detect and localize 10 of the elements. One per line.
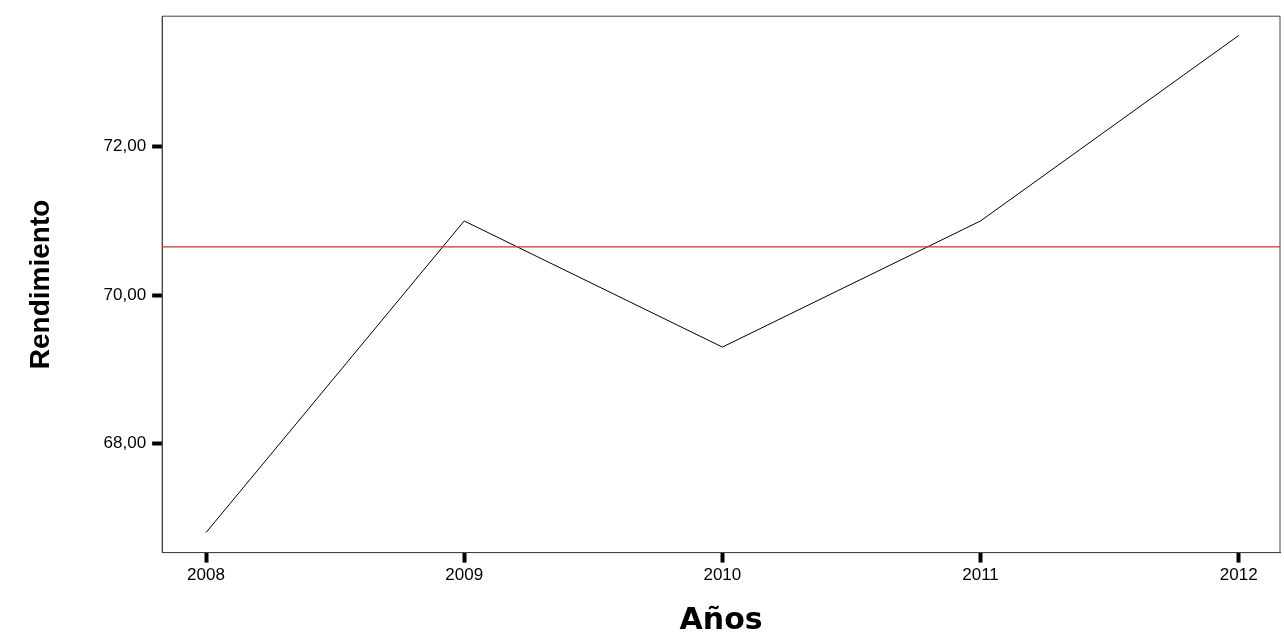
x-tick-label: 2009 xyxy=(445,565,484,585)
x-tick-label: 2010 xyxy=(703,565,742,585)
x-tick-label: 2012 xyxy=(1219,565,1258,585)
x-axis-title: Años xyxy=(679,600,763,636)
y-tick-label: 70,00 xyxy=(103,284,147,304)
x-tick-label: 2011 xyxy=(962,565,999,585)
x-tick-label: 2008 xyxy=(187,565,225,585)
y-tick-label: 72,00 xyxy=(103,136,147,156)
y-axis-title: Rendimiento xyxy=(23,199,55,370)
y-tick-label: 68,00 xyxy=(103,433,147,453)
